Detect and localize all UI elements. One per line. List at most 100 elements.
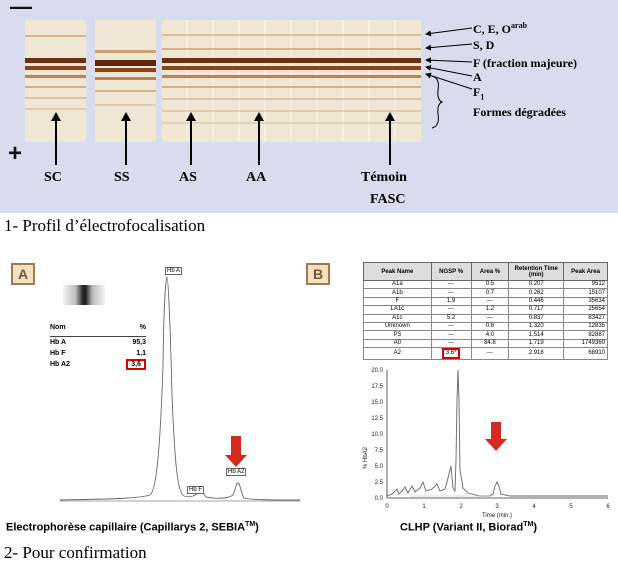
hplc-cell: ---: [430, 279, 472, 290]
pointer-line: [425, 43, 473, 51]
hplc-cell: 0.6: [470, 321, 510, 332]
hplc-cell: 25654: [563, 305, 608, 315]
ce-table-row: Hb F 1,1: [50, 350, 146, 361]
band-label-sd: S, D: [473, 38, 495, 52]
panel-b-caption: CLHP (Variant II, BioradTM): [400, 521, 538, 534]
lane-arrow-aa: [254, 112, 264, 165]
hplc-x-ticks: 0 1 2 3 4 5 6: [385, 504, 610, 510]
hplc-col-header: Retention Time (min): [508, 262, 565, 281]
gel-band: [162, 58, 421, 63]
gel-band: [25, 108, 86, 110]
y-tick-label: 10.0: [371, 432, 383, 438]
gel-band: [162, 48, 421, 50]
y-tick-label: 15.0: [371, 400, 383, 406]
gel-strip-main: [162, 20, 421, 142]
band-label-a: A: [473, 70, 482, 84]
lane-label-as: AS: [179, 170, 197, 185]
y-tick-label: 5.0: [375, 464, 384, 470]
hplc-cell: ---: [430, 330, 472, 340]
hplc-cell: A1a: [363, 279, 432, 290]
x-tick-label: 5: [569, 504, 573, 510]
anode-sign: +: [8, 140, 23, 167]
hplc-cell: ---: [430, 288, 472, 298]
lane-label-temoin: Témoin: [361, 170, 407, 185]
ce-peak-label-hba: Hb A: [165, 267, 183, 275]
hplc-cell: 0.7: [470, 288, 510, 298]
hplc-cell: A1c: [363, 313, 432, 323]
hplc-a2-red-arrow: [485, 422, 507, 451]
y-tick-label: 20.0: [371, 368, 383, 374]
hplc-table-row: F 1.9 --- 0.446 35634: [363, 296, 608, 307]
cathode-sign: —: [10, 0, 32, 19]
hplc-cell: 0.717: [508, 305, 565, 315]
hplc-cell: ---: [430, 305, 472, 315]
ce-peak-label-hbf: Hb F: [187, 486, 205, 494]
hplc-table-row: Unknown --- 0.6 1.320 12835: [363, 321, 608, 332]
hplc-cell: F: [363, 296, 432, 307]
gel-band: [25, 86, 86, 88]
hplc-trace: [386, 369, 608, 497]
hplc-col-header: Peak Area: [563, 262, 608, 281]
band-label-ceo: C, E, Oarab: [473, 21, 528, 36]
hplc-table-row: A1c 5.2 --- 0.837 83427: [363, 313, 608, 323]
gel-strip-ss: [95, 20, 156, 142]
section1-caption: 1- Profil d’électrofocalisation: [4, 216, 206, 235]
gel-band: [95, 104, 156, 106]
hplc-cell: A0: [363, 338, 432, 349]
panel-b-tag: B: [306, 263, 330, 285]
degraded-brace: [431, 75, 444, 129]
y-tick-label: 12.5: [371, 416, 383, 422]
band-label-degraded: Formes dégradées: [473, 105, 566, 119]
hplc-table-row: A1a --- 0.5 0.207 9512: [363, 279, 608, 290]
ce-table-row: Hb A 95,3: [50, 339, 146, 350]
hplc-cell: 15107: [563, 288, 608, 298]
lane-arrow-as: [186, 112, 196, 165]
hplc-cell: 1.719: [508, 338, 565, 349]
hplc-table-header: Peak Name NGSP % Area % Retention Time (…: [363, 262, 608, 281]
hplc-table-row: LA1c --- 1.2 0.717 25654: [363, 305, 608, 315]
lane-arrow-ss: [121, 112, 131, 165]
hplc-col-header: NGSP %: [430, 262, 472, 281]
hplc-a2-value-highlight: 3.6*: [441, 348, 461, 360]
ce-row-name: Hb A2: [50, 361, 70, 368]
x-tick-label: 0: [385, 504, 389, 510]
x-tick-label: 6: [606, 504, 610, 510]
hplc-cell: 2.918: [508, 347, 565, 361]
hplc-cell: 0.5: [470, 279, 510, 290]
hplc-chromatogram: % HbA2 20.0 17.5 15.0 12.5 10.0 7.5 5.0 …: [363, 368, 610, 519]
gel-band: [95, 60, 156, 66]
ce-row-pct: 95,3: [132, 339, 146, 346]
hplc-cell: 0.262: [508, 288, 565, 298]
section2-caption: 2- Pour confirmation: [4, 543, 147, 562]
lane-label-sc: SC: [44, 170, 62, 185]
hplc-table-row: A2 3.6* --- 2.918 68910: [363, 347, 608, 361]
gel-band: [25, 58, 86, 63]
gel-band: [95, 77, 156, 80]
x-tick-label: 2: [459, 504, 463, 510]
hplc-cell: 0.207: [508, 279, 565, 290]
band-label-f-major: F (fraction majeure): [473, 56, 577, 70]
y-tick-label: 7.5: [375, 448, 384, 454]
pointer-line: [425, 27, 473, 37]
pointer-line: [425, 57, 473, 64]
hplc-cell: A2: [363, 347, 432, 361]
hplc-cell: 1.514: [508, 330, 565, 340]
hplc-cell: 1.320: [508, 321, 565, 332]
lane-arrow-sc: [51, 112, 61, 165]
hplc-col-header: Area %: [470, 262, 510, 281]
hplc-y-ticks: 20.0 17.5 15.0 12.5 10.0 7.5 5.0 2.5 0.0: [371, 368, 383, 502]
hplc-cell: ---: [430, 321, 472, 332]
hplc-cell: 35634: [563, 296, 608, 307]
band-pointers: [425, 27, 473, 129]
hplc-cell: 0.446: [508, 296, 565, 307]
band-label-f1: F1: [473, 85, 485, 102]
ce-header-pct: %: [139, 324, 146, 331]
panel-a-caption: Electrophorèse capillaire (Capillarys 2,…: [6, 521, 259, 534]
hplc-cell: 82887: [563, 330, 608, 340]
lane-label-ss: SS: [114, 170, 130, 185]
gel-band: [25, 66, 86, 70]
hplc-cell: P3: [363, 330, 432, 340]
ce-results-table: Nom % Hb A 95,3 Hb F 1,1 Hb A2 3,6: [50, 324, 146, 372]
hplc-y-axis-label: % HbA2: [363, 446, 369, 469]
hplc-cell: 83427: [563, 313, 608, 323]
